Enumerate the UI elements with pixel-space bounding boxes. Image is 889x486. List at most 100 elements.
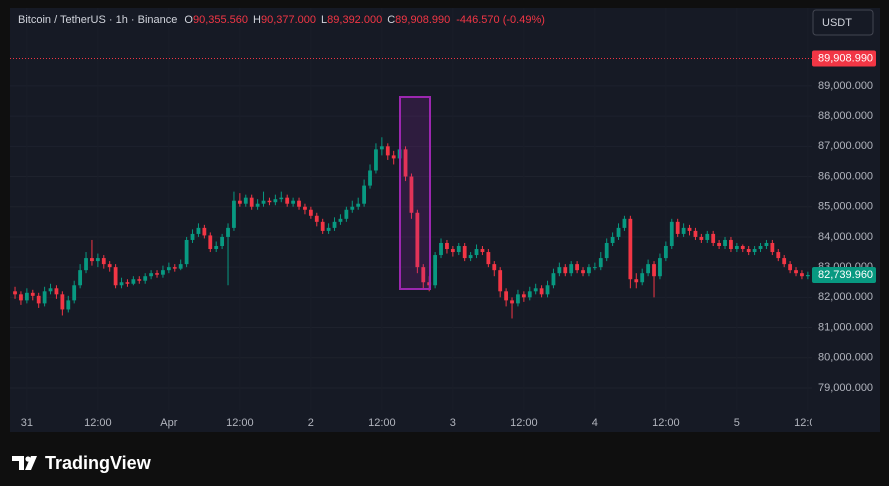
candle-body xyxy=(314,215,319,222)
candle-body xyxy=(628,218,633,280)
x-tick-label: 2 xyxy=(308,417,314,429)
x-tick-label: 5 xyxy=(734,417,740,429)
candle-body xyxy=(616,227,621,237)
candle-body xyxy=(504,291,509,301)
candle-body xyxy=(291,200,296,204)
y-tick-label: 81,000.000 xyxy=(818,321,873,333)
y-tick-label: 87,000.000 xyxy=(818,140,873,152)
candle-body xyxy=(658,258,662,277)
candle-body xyxy=(652,264,656,277)
y-tick-label: 82,000.000 xyxy=(818,291,873,303)
price-label-box xyxy=(812,50,876,67)
ohlc-value: 90,355.560 xyxy=(193,14,248,26)
candle-body xyxy=(752,249,757,253)
y-tick-label: 84,000.000 xyxy=(818,231,873,243)
tradingview-logo: TradingView xyxy=(12,453,152,473)
candle-body xyxy=(734,245,739,250)
candle-body xyxy=(308,209,313,216)
candle-body xyxy=(362,185,367,204)
logo-icon xyxy=(25,456,37,470)
candle-body xyxy=(764,242,769,246)
ohlc-value: 89,392.000 xyxy=(327,14,382,26)
candle-body xyxy=(675,221,680,234)
candle-body xyxy=(551,273,556,286)
candle-body xyxy=(433,255,438,286)
candle-body xyxy=(746,249,751,253)
y-tick-label: 85,000.000 xyxy=(818,201,873,213)
price-label: 89,908.990 xyxy=(818,52,873,64)
candle-body xyxy=(267,200,272,203)
symbol-header: Bitcoin / TetherUS · 1h · Binance O90,355… xyxy=(18,14,545,26)
candle-body xyxy=(681,227,686,234)
candle-body xyxy=(214,245,219,250)
candle-body xyxy=(350,206,355,210)
candle-body xyxy=(379,146,384,150)
candle-body xyxy=(30,292,35,296)
candle-body xyxy=(729,239,733,250)
y-tick-label: 88,000.000 xyxy=(818,110,873,122)
candle-body xyxy=(545,285,550,295)
candle-body xyxy=(368,170,372,186)
candle-body xyxy=(95,258,100,262)
candle-body xyxy=(462,245,467,259)
candle-body xyxy=(166,267,171,271)
candle-body xyxy=(255,203,260,207)
candle-body xyxy=(220,236,225,246)
y-tick-label: 79,000.000 xyxy=(818,382,873,394)
symbol-name: Bitcoin / TetherUS · 1h · Binance xyxy=(18,14,177,26)
price-label-box xyxy=(812,266,876,283)
watermark: TradingView xyxy=(45,453,152,473)
candle-body xyxy=(338,218,343,222)
candle-body xyxy=(533,288,538,292)
candle-body xyxy=(332,221,337,228)
candle-body xyxy=(326,227,331,231)
candle-body xyxy=(569,264,574,274)
candle-body xyxy=(486,252,491,265)
candle-body xyxy=(521,294,526,298)
candle-body xyxy=(782,258,787,265)
candle-body xyxy=(445,242,449,250)
candle-body xyxy=(581,270,585,274)
axes: 79,000.000 80,000.000 81,000.000 82,000.000… xyxy=(21,50,876,429)
candle-body xyxy=(249,197,254,207)
candle-body xyxy=(699,236,704,240)
candle-body xyxy=(42,291,47,304)
candle-body xyxy=(415,212,420,268)
y-tick-label: 86,000.000 xyxy=(818,170,873,182)
change-value: -446.570 (-0.49%) xyxy=(456,14,545,26)
candle-body xyxy=(800,273,804,277)
candle-body xyxy=(356,203,361,207)
candle-body xyxy=(794,270,798,274)
candle-body xyxy=(770,242,775,253)
candle-body xyxy=(243,197,248,204)
ohlc-key: C xyxy=(387,14,395,26)
candle-body xyxy=(498,270,503,292)
candle-body xyxy=(693,230,698,237)
candle-body xyxy=(409,176,414,213)
candle-body xyxy=(575,264,580,271)
candle-body xyxy=(723,239,727,246)
candle-body xyxy=(101,258,106,265)
candle-body xyxy=(557,267,562,274)
candle-body xyxy=(320,221,325,231)
ohlc-key: L xyxy=(321,14,327,26)
currency-button-label[interactable]: USDT xyxy=(822,17,852,29)
x-tick-label: 12:00 xyxy=(84,417,112,429)
currency-button[interactable] xyxy=(812,9,874,36)
ohlc-key: H xyxy=(253,14,261,26)
candle-body xyxy=(149,273,154,277)
candle-body xyxy=(90,258,94,262)
candle-body xyxy=(237,200,242,204)
candle-body xyxy=(24,292,29,301)
candle-body xyxy=(805,274,810,277)
x-tick-label: 12:00 xyxy=(368,417,396,429)
candle-body xyxy=(279,197,284,200)
candle-body xyxy=(539,288,544,295)
candle-body xyxy=(711,233,716,243)
x-tick-label: 3 xyxy=(450,417,456,429)
candle-body xyxy=(391,155,396,159)
candle-body xyxy=(510,300,514,304)
candle-body xyxy=(78,270,83,286)
candle-body xyxy=(439,242,443,256)
